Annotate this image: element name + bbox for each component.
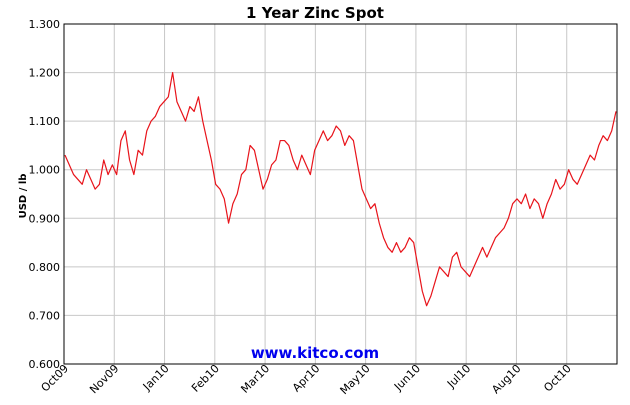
series-line-zinc: [64, 71, 617, 307]
watermark-text: www.kitco.com: [251, 344, 379, 362]
y-tick-label: 1.300: [29, 18, 61, 31]
x-tick-label: Feb10: [189, 362, 222, 395]
y-tick-label: 0.800: [29, 261, 61, 274]
x-tick-label: Apr10: [290, 362, 323, 395]
y-tick-label: 0.600: [29, 358, 61, 371]
grid: [63, 23, 618, 365]
y-tick-label: 1.100: [29, 115, 61, 128]
y-tick-label: 1.000: [29, 164, 61, 177]
x-tick-label: Jul10: [444, 362, 473, 391]
y-tick-label: 1.200: [29, 67, 61, 80]
x-tick-label: Oct10: [541, 362, 574, 395]
y-tick-label: 0.900: [29, 212, 61, 225]
chart-title: 1 Year Zinc Spot: [246, 4, 384, 22]
y-tick-label: 0.700: [29, 309, 61, 322]
x-tick-label: Nov09: [87, 362, 121, 396]
x-tick-label: Mar10: [238, 362, 272, 396]
x-tick-label: May10: [338, 362, 373, 397]
x-tick-label: Jan10: [140, 362, 172, 394]
y-axis-ticks: 0.600 0.700 0.800 0.900 1.000 1.100 1.200 1.300: [29, 18, 61, 371]
x-axis-ticks: Oct09 Nov09 Jan10 Feb10 Mar10 Apr10 May10 Jun10…: [39, 362, 574, 397]
x-tick-label: Aug10: [489, 362, 523, 396]
plot-frame: [63, 23, 618, 365]
x-tick-label: Jun10: [391, 362, 423, 394]
y-axis-label: USD / lb: [18, 174, 29, 219]
